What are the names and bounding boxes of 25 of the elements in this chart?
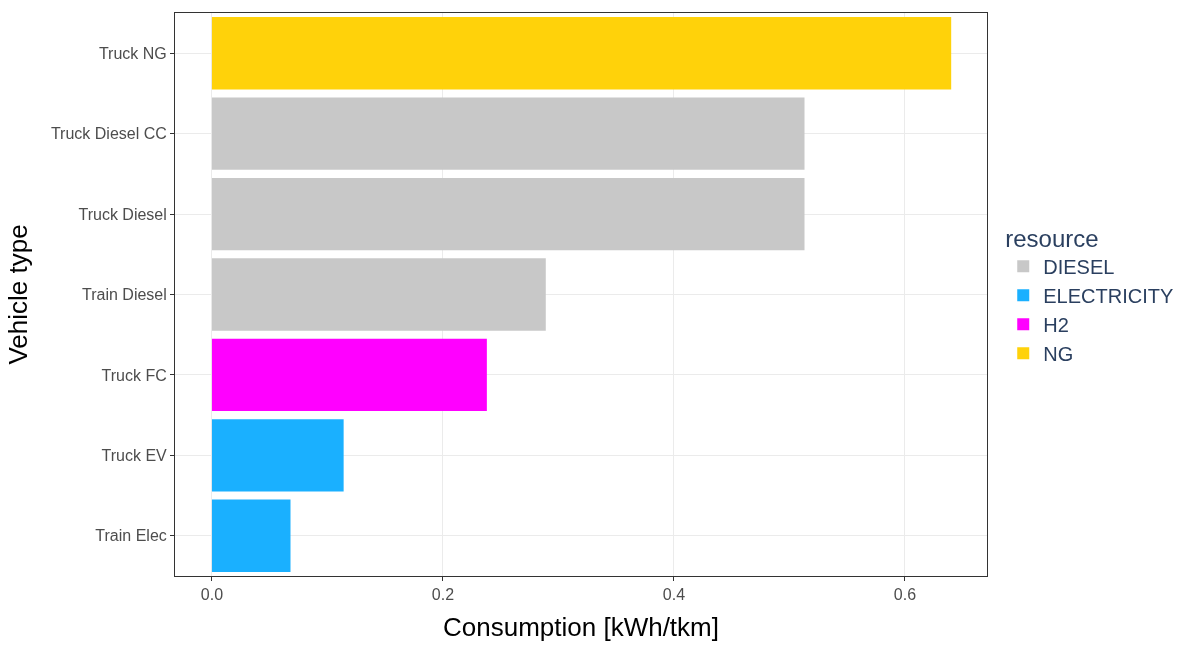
- x-tick-label: 0.0: [200, 586, 224, 604]
- legend-label: DIESEL: [1043, 256, 1115, 278]
- bar: [211, 338, 487, 412]
- bar: [211, 419, 344, 492]
- legend-label: NG: [1043, 343, 1074, 365]
- x-tick-label: 0.2: [431, 586, 455, 604]
- y-tick-label: Truck FC: [101, 366, 167, 384]
- legend-label: ELECTRICITY: [1043, 285, 1174, 307]
- x-tick-label: 0.4: [662, 586, 686, 604]
- legend-label: H2: [1043, 314, 1069, 336]
- y-axis-title: Vehicle type: [3, 224, 34, 365]
- x-tick-label: 0.6: [893, 586, 917, 604]
- bar: [211, 258, 546, 331]
- bar: [211, 17, 952, 90]
- y-tick-label: Truck NG: [98, 44, 167, 62]
- y-tick-label: Truck Diesel: [78, 205, 167, 223]
- y-tick-label: Train Diesel: [82, 286, 167, 304]
- y-tick-label: Train Elec: [95, 527, 167, 545]
- bar: [211, 499, 291, 572]
- bar: [211, 177, 805, 251]
- y-tick-label: Truck Diesel CC: [50, 125, 167, 143]
- bar: [211, 97, 805, 170]
- y-tick-label: Truck EV: [101, 446, 168, 464]
- legend-title: resource: [1005, 224, 1099, 252]
- x-axis-title: Consumption [kWh/tkm]: [443, 611, 719, 642]
